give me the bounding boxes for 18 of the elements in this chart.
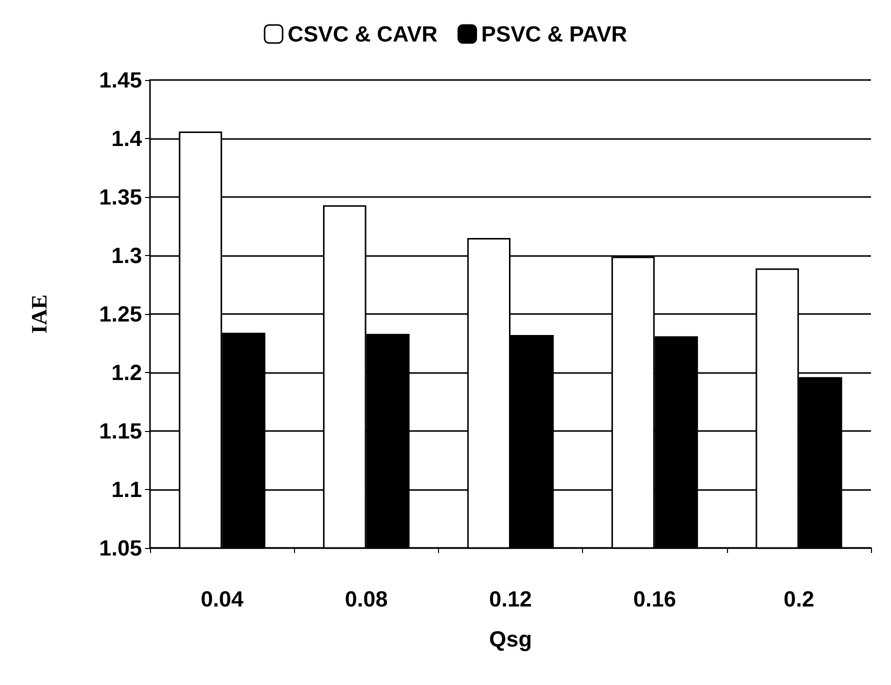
x-axis-title: Qsg <box>489 626 532 652</box>
y-tick-label: 1.15 <box>99 418 142 444</box>
x-tick-label: 0.12 <box>489 586 532 612</box>
y-tick-label: 1.45 <box>99 68 142 92</box>
legend-label: PSVC & PAVR <box>481 22 628 46</box>
y-tick-label: 1.05 <box>99 536 142 560</box>
y-tick-label: 1.1 <box>111 477 142 502</box>
y-tick-label: 1.2 <box>111 360 142 385</box>
y-axis-title: IAE <box>26 294 52 334</box>
y-tick-label: 1.25 <box>99 302 142 326</box>
y-tick-label: 1.35 <box>99 184 142 210</box>
legend-label: CSVC & CAVR <box>288 22 438 46</box>
x-tick-label: 0.2 <box>784 586 814 612</box>
y-tick-label: 1.4 <box>111 126 143 151</box>
x-tick-label: 0.04 <box>200 586 244 612</box>
y-tick-label: 1.3 <box>111 243 142 268</box>
x-tick-label: 0.08 <box>344 586 388 612</box>
x-tick-label: 0.16 <box>633 586 676 612</box>
